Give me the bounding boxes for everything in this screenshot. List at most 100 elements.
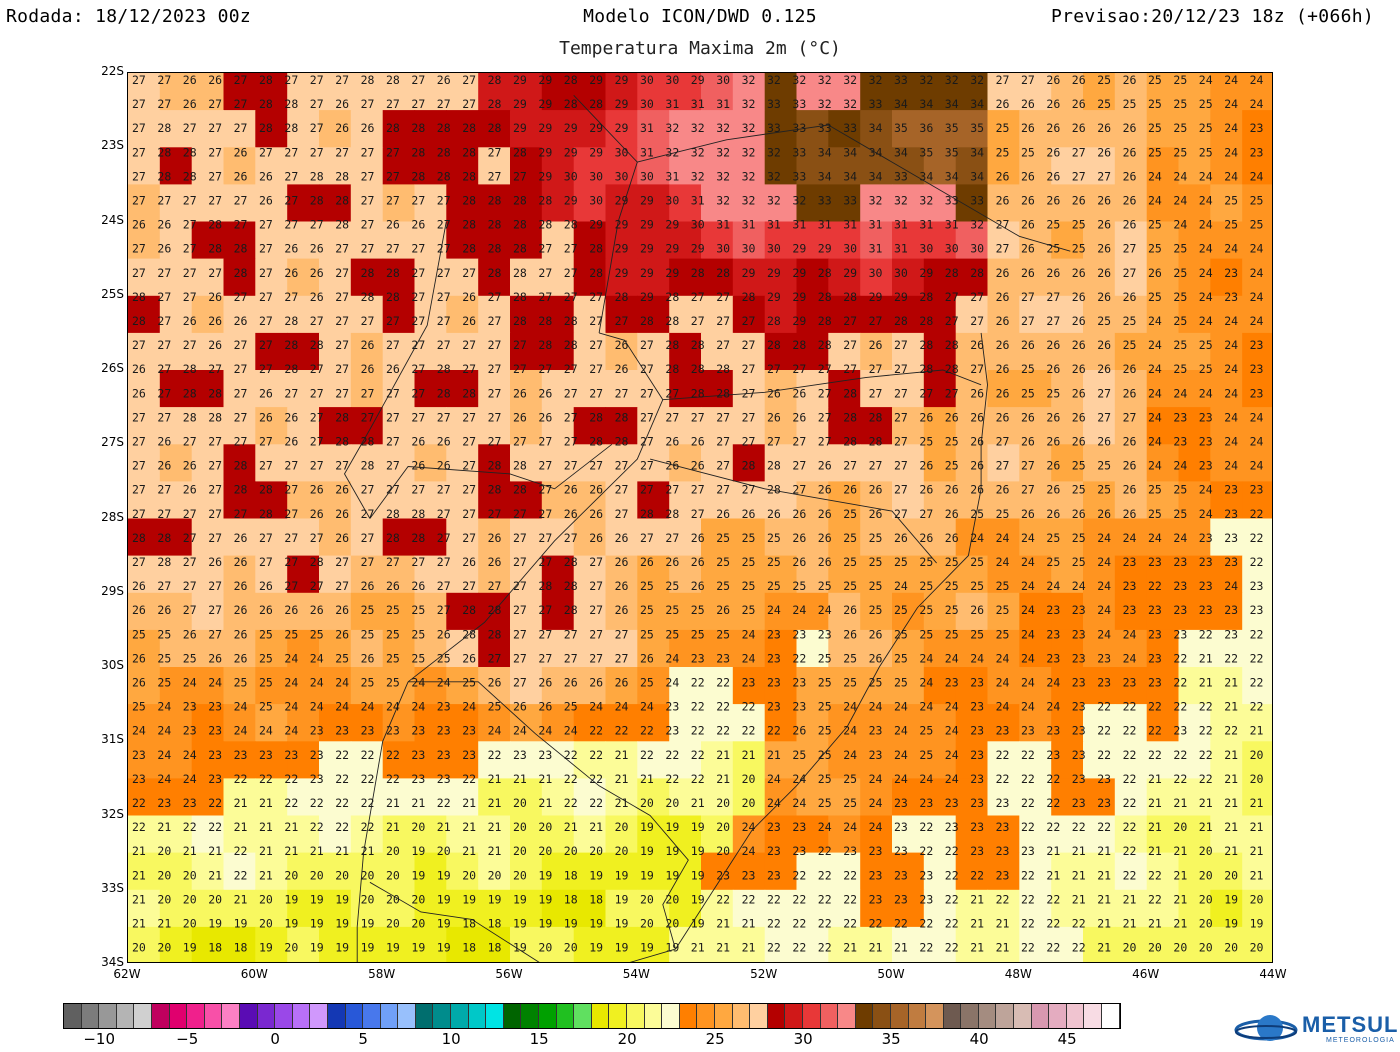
value-label: 25	[1021, 386, 1035, 400]
value-label: 31	[894, 218, 908, 232]
colorbar-label: 5	[358, 1030, 368, 1048]
value-label: 25	[716, 627, 730, 641]
value-label: 23	[970, 676, 984, 690]
value-label: 27	[1021, 314, 1035, 328]
value-label: 27	[615, 314, 629, 328]
value-label: 21	[1072, 892, 1086, 906]
value-label: 22	[234, 772, 248, 786]
value-label: 25	[1173, 121, 1187, 135]
value-label: 23	[1046, 603, 1060, 617]
value-label: 27	[488, 338, 502, 352]
value-label: 20	[538, 844, 552, 858]
value-label: 22	[1097, 748, 1111, 762]
value-label: 22	[1046, 772, 1060, 786]
value-label: 22	[1021, 772, 1035, 786]
value-label: 25	[437, 651, 451, 665]
value-label: 26	[361, 338, 375, 352]
model-title: Modelo ICON/DWD 0.125	[583, 6, 817, 27]
value-label: 27	[183, 338, 197, 352]
value-label: 27	[310, 73, 324, 87]
value-label: 21	[716, 917, 730, 931]
value-label: 21	[1250, 820, 1264, 834]
value-label: 24	[310, 700, 324, 714]
value-label: 28	[970, 266, 984, 280]
value-label: 27	[488, 507, 502, 521]
value-label: 24	[767, 796, 781, 810]
value-label: 24	[1021, 531, 1035, 545]
value-label: 21	[1199, 820, 1213, 834]
colorbar-swatch	[996, 1004, 1015, 1028]
value-label: 27	[996, 218, 1010, 232]
value-label: 28	[259, 121, 273, 135]
value-label: 31	[665, 169, 679, 183]
value-label: 34	[843, 145, 857, 159]
value-label: 26	[1046, 483, 1060, 497]
value-label: 28	[462, 218, 476, 232]
value-label: 28	[665, 314, 679, 328]
value-label: 23	[1250, 121, 1264, 135]
value-label: 24	[894, 579, 908, 593]
value-label: 26	[996, 362, 1010, 376]
value-label: 21	[1173, 892, 1187, 906]
value-label: 32	[665, 121, 679, 135]
value-label: 24	[665, 676, 679, 690]
value-label: 27	[462, 410, 476, 424]
lon-label: 56W	[495, 967, 523, 981]
value-label: 26	[234, 531, 248, 545]
value-label: 25	[1046, 242, 1060, 256]
value-label: 23	[310, 748, 324, 762]
value-label: 21	[691, 941, 705, 955]
value-label: 26	[437, 435, 451, 449]
value-label: 24	[843, 748, 857, 762]
value-label: 25	[945, 603, 959, 617]
value-label: 20	[386, 868, 400, 882]
value-label: 28	[335, 410, 349, 424]
value-label: 26	[1097, 145, 1111, 159]
value-label: 20	[157, 844, 171, 858]
value-label: 25	[869, 579, 883, 593]
value-label: 27	[386, 435, 400, 449]
value-label: 27	[183, 121, 197, 135]
value-label: 27	[488, 169, 502, 183]
value-label: 26	[589, 507, 603, 521]
value-label: 26	[894, 531, 908, 545]
value-label: 23	[970, 820, 984, 834]
value-label: 24	[1173, 531, 1187, 545]
value-label: 27	[589, 338, 603, 352]
value-label: 27	[716, 290, 730, 304]
value-label: 32	[665, 145, 679, 159]
value-label: 25	[869, 603, 883, 617]
value-label: 23	[1123, 555, 1137, 569]
value-label: 27	[234, 386, 248, 400]
value-label: 27	[183, 603, 197, 617]
value-label: 27	[132, 73, 146, 87]
value-label: 27	[183, 507, 197, 521]
value-label: 27	[183, 579, 197, 593]
value-label: 27	[564, 386, 578, 400]
value-label: 22	[1123, 700, 1137, 714]
value-label: 21	[1224, 820, 1238, 834]
value-label: 23	[919, 796, 933, 810]
value-label: 20	[1173, 941, 1187, 955]
value-label: 28	[869, 435, 883, 449]
colorbar-swatch	[820, 1004, 839, 1028]
value-label: 23	[894, 844, 908, 858]
colorbar-swatch	[873, 1004, 891, 1028]
value-label: 24	[1021, 651, 1035, 665]
value-label: 23	[792, 820, 806, 834]
value-label: 23	[1173, 579, 1187, 593]
value-label: 27	[386, 555, 400, 569]
value-label: 27	[234, 97, 248, 111]
value-label: 22	[310, 796, 324, 810]
value-label: 32	[767, 194, 781, 208]
value-label: 20	[538, 820, 552, 834]
value-label: 21	[1148, 796, 1162, 810]
value-label: 23	[1148, 651, 1162, 665]
value-label: 26	[640, 555, 654, 569]
value-label: 21	[1123, 892, 1137, 906]
value-label: 24	[1148, 362, 1162, 376]
value-label: 22	[1021, 917, 1035, 931]
value-label: 21	[183, 844, 197, 858]
value-label: 27	[919, 386, 933, 400]
value-label: 27	[437, 507, 451, 521]
